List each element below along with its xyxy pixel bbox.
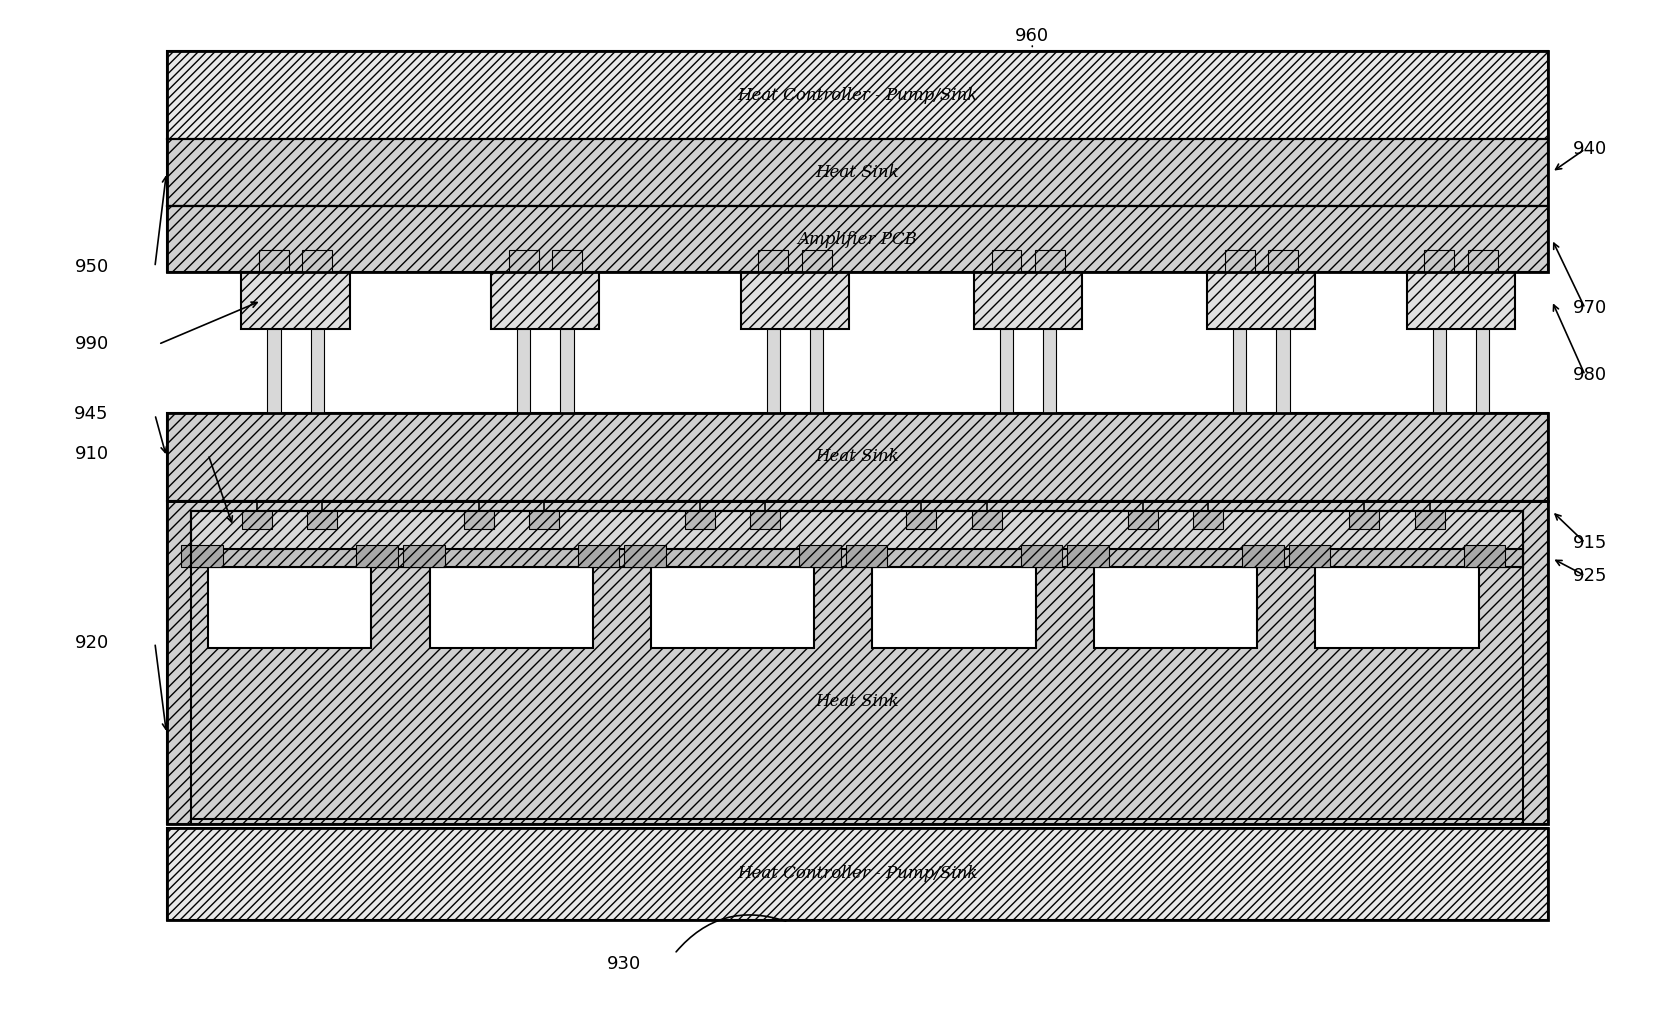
Bar	[759, 250, 789, 272]
Bar	[973, 272, 1082, 329]
Bar	[1206, 272, 1315, 329]
Bar	[403, 545, 444, 567]
Text: 970: 970	[1572, 299, 1606, 318]
Bar	[491, 272, 599, 329]
Bar	[577, 545, 619, 567]
Bar	[1268, 250, 1298, 272]
Bar	[308, 511, 338, 529]
Text: 920: 920	[75, 633, 108, 652]
Bar	[845, 545, 887, 567]
Bar	[1463, 545, 1504, 567]
Bar	[356, 545, 398, 567]
Text: 950: 950	[75, 258, 108, 277]
Bar	[551, 250, 582, 272]
Bar	[1093, 567, 1256, 648]
Bar	[998, 329, 1012, 413]
Bar	[241, 272, 349, 329]
Bar	[1067, 545, 1108, 567]
Text: 980: 980	[1572, 366, 1606, 384]
Text: Heat Sink: Heat Sink	[815, 693, 899, 710]
Bar	[166, 413, 1548, 501]
Bar	[1223, 250, 1253, 272]
Text: 915: 915	[1572, 534, 1606, 552]
Bar	[516, 329, 531, 413]
Bar	[624, 545, 666, 567]
Bar	[810, 329, 824, 413]
Text: 990: 990	[75, 335, 108, 354]
Bar	[1033, 250, 1065, 272]
Bar	[166, 828, 1548, 920]
Text: 960: 960	[1015, 27, 1048, 45]
Bar	[1276, 329, 1288, 413]
Bar	[191, 511, 1523, 567]
Bar	[191, 549, 1523, 567]
Bar	[166, 139, 1548, 206]
Bar	[1020, 545, 1062, 567]
Bar	[166, 828, 1548, 920]
Bar	[1423, 250, 1453, 272]
Text: 945: 945	[75, 405, 108, 424]
Text: Heat Sink: Heat Sink	[815, 448, 899, 466]
Bar	[1348, 511, 1378, 529]
Bar	[529, 511, 559, 529]
Bar	[166, 51, 1548, 139]
Bar	[311, 329, 323, 413]
Bar	[1288, 545, 1330, 567]
Text: 925: 925	[1572, 566, 1606, 585]
Bar	[799, 545, 840, 567]
Text: Heat Controller - Pump/Sink: Heat Controller - Pump/Sink	[737, 86, 977, 104]
Bar	[1042, 329, 1055, 413]
Bar	[241, 511, 271, 529]
Text: Amplifier PCB: Amplifier PCB	[797, 230, 917, 248]
Text: Heat Sink: Heat Sink	[815, 163, 899, 181]
Text: 940: 940	[1572, 140, 1606, 158]
Bar	[750, 511, 780, 529]
Bar	[303, 250, 331, 272]
Bar	[166, 501, 1548, 824]
Bar	[990, 250, 1020, 272]
Bar	[463, 511, 493, 529]
Bar	[266, 329, 280, 413]
Bar	[1406, 272, 1514, 329]
Text: 930: 930	[607, 955, 641, 974]
Bar	[905, 511, 935, 529]
Bar	[181, 545, 223, 567]
Bar	[1231, 329, 1245, 413]
Bar	[972, 511, 1002, 529]
Bar	[1193, 511, 1223, 529]
Text: 910: 910	[75, 445, 108, 464]
Bar	[208, 567, 371, 648]
Bar	[1127, 511, 1156, 529]
Bar	[1468, 250, 1498, 272]
Bar	[258, 250, 288, 272]
Bar	[559, 329, 572, 413]
Bar	[166, 501, 1548, 824]
Bar	[1241, 545, 1283, 567]
Bar	[1431, 329, 1444, 413]
Bar	[651, 567, 814, 648]
Bar	[1315, 567, 1478, 648]
Text: Heat Controller - Pump/Sink: Heat Controller - Pump/Sink	[737, 866, 977, 882]
Bar	[509, 250, 539, 272]
Bar	[166, 206, 1548, 272]
Bar	[1474, 329, 1488, 413]
Bar	[872, 567, 1035, 648]
Bar	[802, 250, 832, 272]
Bar	[166, 413, 1548, 501]
Bar	[1414, 511, 1444, 529]
Bar	[684, 511, 714, 529]
Bar	[166, 51, 1548, 272]
Bar	[429, 567, 592, 648]
Bar	[765, 329, 780, 413]
Bar	[740, 272, 849, 329]
